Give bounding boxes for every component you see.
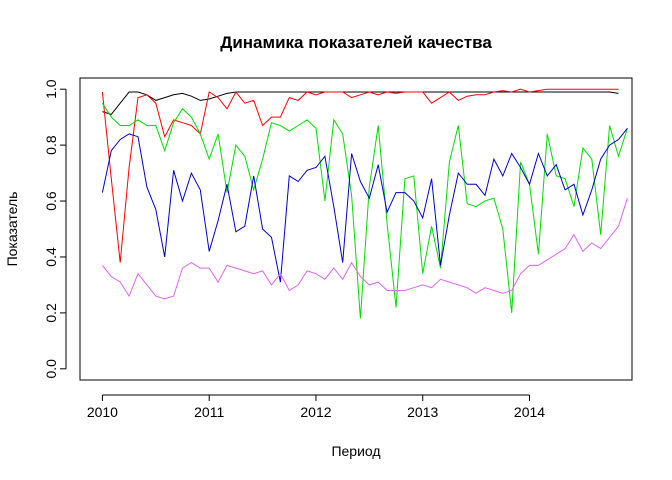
x-axis-label: Период	[331, 443, 380, 459]
chart-title: Динамика показателей качества	[220, 33, 492, 52]
series-line-3	[101, 102, 628, 319]
plot-frame	[79, 77, 633, 381]
y-tick-label: 1.0	[43, 79, 59, 99]
x-axis: 2010 2011 2012 2013 2014	[87, 394, 545, 420]
x-tick-label: 2012	[300, 404, 331, 420]
y-axis-label: Показатель	[4, 192, 20, 267]
series-line-4	[101, 127, 628, 283]
y-tick-label: 0.2	[43, 303, 59, 323]
y-tick-label: 0.0	[43, 359, 59, 379]
y-tick-label: 0.4	[43, 247, 59, 267]
y-tick-label: 0.8	[43, 135, 59, 155]
y-axis: 0.0 0.2 0.4 0.6 0.8 1.0	[43, 79, 67, 379]
series-line-2	[101, 88, 619, 263]
series-line-1	[102, 91, 619, 115]
x-tick-label: 2010	[87, 404, 118, 420]
x-tick-label: 2014	[514, 404, 545, 420]
series-layer	[101, 88, 628, 319]
x-tick-label: 2011	[194, 404, 224, 420]
x-tick-label: 2013	[407, 404, 438, 420]
y-tick-label: 0.6	[43, 191, 59, 211]
series-line-5	[102, 198, 628, 300]
